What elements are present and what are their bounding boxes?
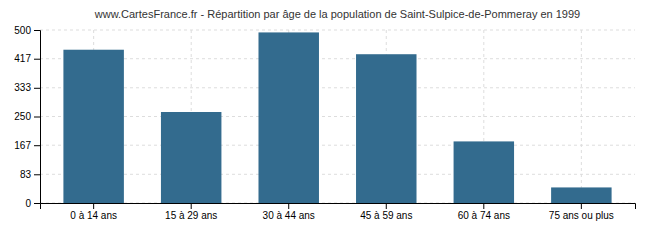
- grid: [40, 30, 635, 203]
- y-tick-label: 167: [14, 140, 31, 151]
- x-tick-mark: [191, 203, 192, 209]
- x-tick: 45 à 59 ans: [360, 203, 412, 221]
- x-grid-line: [581, 30, 582, 203]
- y-tick-label: 250: [14, 111, 31, 122]
- x-tick-label: 75 ans ou plus: [549, 210, 614, 221]
- x-axis: 0 à 14 ans 15 à 29 ans 30 à 44 ans 45 à 59 …: [41, 203, 636, 221]
- y-axis-line: [34, 31, 41, 204]
- y-tick-label: 83: [20, 169, 32, 180]
- y-grid-line: [40, 174, 635, 175]
- y-tick-label: 0: [25, 198, 31, 209]
- bars: [63, 32, 611, 203]
- y-tick: 83: [20, 169, 40, 180]
- y-tick-label: 500: [14, 25, 31, 36]
- y-tick: 0: [25, 198, 40, 209]
- y-tick-mark: [34, 117, 40, 118]
- x-tick: 30 à 44 ans: [263, 203, 315, 221]
- title: www.CartesFrance.fr - Répartition par âg…: [94, 8, 580, 20]
- x-tick: 75 ans ou plus: [549, 203, 614, 221]
- y-tick-mark: [34, 174, 40, 175]
- y-grid-line: [40, 30, 635, 31]
- y-tick-mark: [34, 203, 40, 204]
- x-tick-label: 30 à 44 ans: [263, 210, 315, 221]
- bar: [258, 32, 318, 203]
- y-tick: 250: [14, 111, 40, 122]
- bar: [356, 54, 416, 203]
- x-tick: 15 à 29 ans: [165, 203, 217, 221]
- bar: [63, 50, 123, 203]
- y-tick-label: 333: [14, 82, 31, 93]
- y-tick: 417: [14, 53, 40, 64]
- x-tick-mark: [483, 203, 484, 209]
- x-tick-mark: [386, 203, 387, 209]
- x-tick-mark: [288, 203, 289, 209]
- bar: [551, 187, 611, 203]
- y-tick-mark: [34, 59, 40, 60]
- plot: 0 83 167 250 333 417 500 0 à 14 ans 15 à 29 ans 3…: [14, 25, 635, 221]
- x-axis-line: [41, 204, 636, 210]
- bar: [454, 141, 514, 203]
- x-tick-label: 60 à 74 ans: [458, 210, 510, 221]
- y-tick-label: 417: [14, 53, 31, 64]
- y-grid-line: [40, 58, 635, 59]
- y-grid-line: [40, 87, 635, 88]
- y-grid-line: [40, 116, 635, 117]
- x-tick-label: 45 à 59 ans: [360, 210, 412, 221]
- chart-container: www.CartesFrance.fr - Répartition par âg…: [0, 0, 650, 229]
- x-tick: 0 à 14 ans: [70, 203, 117, 221]
- x-tick-label: 15 à 29 ans: [165, 210, 217, 221]
- chart-svg: www.CartesFrance.fr - Répartition par âg…: [0, 0, 650, 229]
- y-axis: 0 83 167 250 333 417 500: [14, 25, 40, 209]
- y-tick: 500: [14, 25, 40, 36]
- y-tick: 167: [14, 140, 40, 151]
- y-tick: 333: [14, 82, 40, 93]
- y-tick-mark: [34, 145, 40, 146]
- y-tick-mark: [34, 30, 40, 31]
- x-tick-mark: [581, 203, 582, 209]
- x-tick-label: 0 à 14 ans: [70, 210, 117, 221]
- y-grid-line: [40, 145, 635, 146]
- y-tick-mark: [34, 88, 40, 89]
- x-tick: 60 à 74 ans: [458, 203, 510, 221]
- x-tick-mark: [93, 203, 94, 209]
- bar: [161, 112, 221, 203]
